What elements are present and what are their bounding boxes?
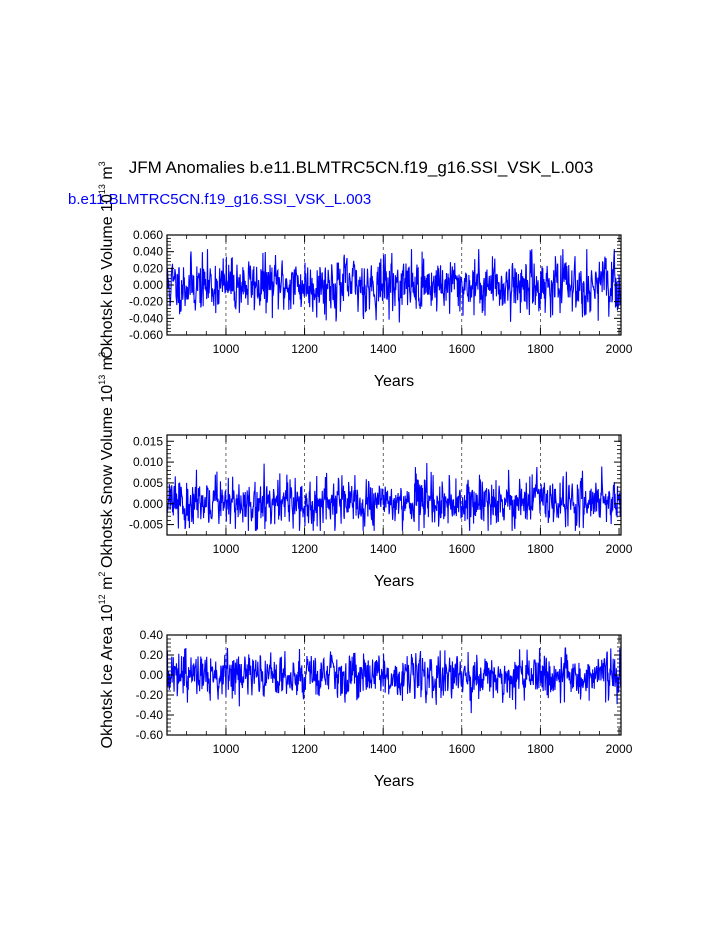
y-tick-label: 0.005 bbox=[133, 476, 163, 490]
plot-frame bbox=[166, 634, 622, 736]
series-line bbox=[167, 462, 621, 531]
x-axis-title: Years bbox=[374, 773, 414, 790]
x-tick-label: 1800 bbox=[527, 342, 554, 356]
y-tick-label: 0.20 bbox=[140, 648, 164, 662]
panel-3: 1000 1200 1400 1600 1800 2000 -0.60 -0.40 -0.20 0… bbox=[97, 572, 633, 790]
y-axis-title-unit-exp: 3 bbox=[97, 352, 107, 357]
chart-title: JFM Anomalies b.e11.BLMTRC5CN.f19_g16.SS… bbox=[129, 158, 594, 177]
y-tick-label: 0.40 bbox=[140, 628, 164, 642]
y-tick-label: 0.000 bbox=[133, 278, 163, 292]
x-tick-label: 1800 bbox=[527, 742, 554, 756]
y-axis-title-unit: m bbox=[99, 166, 116, 184]
x-tick-label: 1600 bbox=[448, 542, 475, 556]
y-axis-title-text: Okhotsk Ice Volume 10 bbox=[99, 194, 116, 359]
plot-frame bbox=[166, 434, 622, 536]
y-axis-title: Okhotsk Snow Volume 1013 m3 bbox=[97, 352, 116, 568]
y-tick-label: 0.040 bbox=[133, 245, 163, 259]
y-tick-label: -0.60 bbox=[136, 728, 164, 742]
y-tick-label: 0.000 bbox=[133, 497, 163, 511]
y-axis-title: Okhotsk Ice Area 1012 m2 bbox=[97, 572, 116, 749]
y-tick-label: -0.040 bbox=[129, 311, 163, 325]
y-tick-label: -0.060 bbox=[129, 328, 163, 342]
x-tick-label: 1000 bbox=[213, 742, 240, 756]
x-tick-label: 1800 bbox=[527, 542, 554, 556]
x-tick-label: 1200 bbox=[291, 742, 318, 756]
y-tick-label: 0.020 bbox=[133, 261, 163, 275]
x-axis-title: Years bbox=[374, 573, 414, 590]
y-axis-title-unit-exp: 3 bbox=[97, 161, 107, 166]
panel-1: 1000 1200 1400 1600 1800 2000 -0.060 -0.040 -0.0… bbox=[97, 161, 633, 390]
y-tick-label: 0.010 bbox=[133, 455, 163, 469]
chart-subtitle: b.e11.BLMTRC5CN.f19_g16.SSI_VSK_L.003 bbox=[68, 191, 371, 208]
y-axis-title-unit: m bbox=[99, 577, 116, 595]
y-axis-title-unit-exp: 2 bbox=[97, 572, 107, 577]
chart-panels: 1000 1200 1400 1600 1800 2000 -0.060 -0.040 -0.0… bbox=[97, 161, 633, 790]
x-tick-label: 2000 bbox=[606, 542, 633, 556]
y-axis-title-exp: 13 bbox=[97, 375, 107, 385]
y-axis-title: Okhotsk Ice Volume 1013 m3 bbox=[97, 161, 116, 358]
x-tick-label: 1200 bbox=[291, 342, 318, 356]
x-tick-label: 1000 bbox=[213, 342, 240, 356]
y-tick-label: -0.020 bbox=[129, 295, 163, 309]
series-line bbox=[167, 249, 621, 323]
x-tick-label: 1400 bbox=[370, 742, 397, 756]
x-tick-label: 1400 bbox=[370, 342, 397, 356]
x-tick-label: 2000 bbox=[606, 342, 633, 356]
y-tick-label: 0.00 bbox=[140, 668, 164, 682]
y-axis-title-text: Okhotsk Ice Area 10 bbox=[99, 604, 116, 748]
y-tick-label: -0.20 bbox=[136, 688, 164, 702]
y-axis-title-exp: 12 bbox=[97, 594, 107, 604]
panel-2: 1000 1200 1400 1600 1800 2000 -0.005 0.000 0.005… bbox=[97, 352, 633, 590]
x-tick-label: 1600 bbox=[448, 342, 475, 356]
y-axis-title-text: Okhotsk Snow Volume 10 bbox=[99, 385, 116, 568]
y-axis-title-unit: m bbox=[99, 357, 116, 375]
y-axis-title-exp: 13 bbox=[97, 184, 107, 194]
y-tick-label: 0.015 bbox=[133, 434, 163, 448]
y-tick-label: -0.005 bbox=[129, 518, 163, 532]
x-tick-label: 2000 bbox=[606, 742, 633, 756]
y-tick-label: 0.060 bbox=[133, 228, 163, 242]
y-tick-label: -0.40 bbox=[136, 708, 164, 722]
x-axis-title: Years bbox=[374, 373, 414, 390]
x-tick-label: 1200 bbox=[291, 542, 318, 556]
x-tick-label: 1400 bbox=[370, 542, 397, 556]
x-tick-label: 1600 bbox=[448, 742, 475, 756]
x-tick-label: 1000 bbox=[213, 542, 240, 556]
series-line bbox=[167, 647, 621, 714]
